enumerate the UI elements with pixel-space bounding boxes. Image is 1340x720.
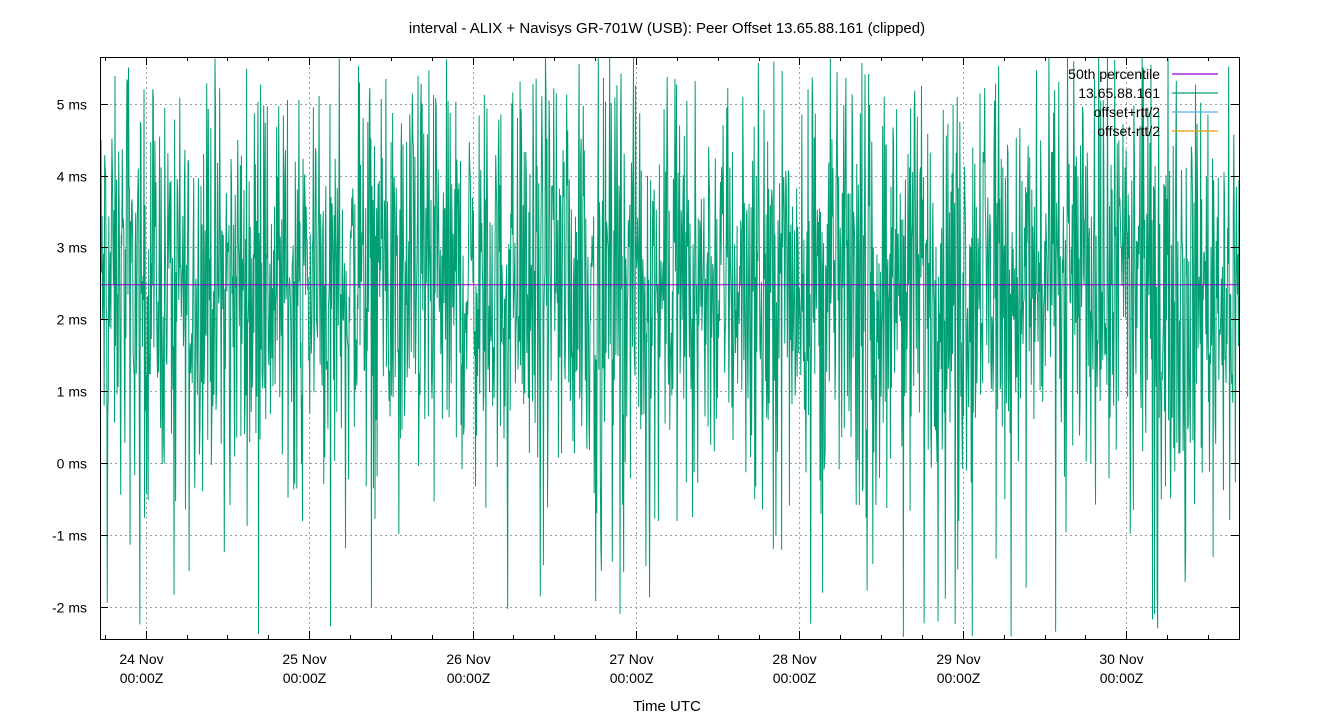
legend-label: 13.65.88.161 xyxy=(1078,85,1160,101)
legend-label: offset+rtt/2 xyxy=(1094,104,1160,120)
x-tick-label-time: 00:00Z xyxy=(447,670,491,686)
tick-labels: -2 ms -1 ms 0 ms 1 ms 2 ms 3 ms 4 ms 5 ms 24 Nov… xyxy=(52,57,1239,686)
series-layer xyxy=(100,57,1239,637)
x-tick-label-date: 30 Nov xyxy=(1099,651,1143,667)
y-tick-label: -2 ms xyxy=(52,600,87,616)
x-tick-label-date: 28 Nov xyxy=(772,651,816,667)
x-tick-label-time: 00:00Z xyxy=(1100,670,1144,686)
legend-label: offset-rtt/2 xyxy=(1097,123,1160,139)
x-axis-label: Time UTC xyxy=(633,698,701,715)
x-tick-label-date: 24 Nov xyxy=(119,651,163,667)
y-tick-label: 4 ms xyxy=(57,169,87,185)
x-tick-label-date: 26 Nov xyxy=(446,651,490,667)
y-tick-label: -1 ms xyxy=(52,528,87,544)
y-tick-label: 0 ms xyxy=(57,456,87,472)
x-tick-label-time: 00:00Z xyxy=(773,670,817,686)
x-tick-label-date: 25 Nov xyxy=(282,651,326,667)
x-tick-label-time: 00:00Z xyxy=(937,670,981,686)
x-tick-label-date: 27 Nov xyxy=(609,651,653,667)
y-tick-label: 3 ms xyxy=(57,240,87,256)
series-line-13-65-88-161 xyxy=(100,57,1239,637)
legend: 50th percentile 13.65.88.161 offset+rtt/2 o… xyxy=(1068,66,1218,139)
x-tick-label-time: 00:00Z xyxy=(120,670,164,686)
y-tick-label: 1 ms xyxy=(57,384,87,400)
plot-frame xyxy=(100,57,1240,640)
x-tick-label-date: 29 Nov xyxy=(936,651,980,667)
legend-label: 50th percentile xyxy=(1068,66,1160,82)
y-tick-label: 2 ms xyxy=(57,312,87,328)
chart-title: interval - ALIX + Navisys GR-701W (USB):… xyxy=(409,20,925,37)
y-tick-label: 5 ms xyxy=(57,97,87,113)
x-tick-label-time: 00:00Z xyxy=(610,670,654,686)
x-tick-label-time: 00:00Z xyxy=(283,670,327,686)
